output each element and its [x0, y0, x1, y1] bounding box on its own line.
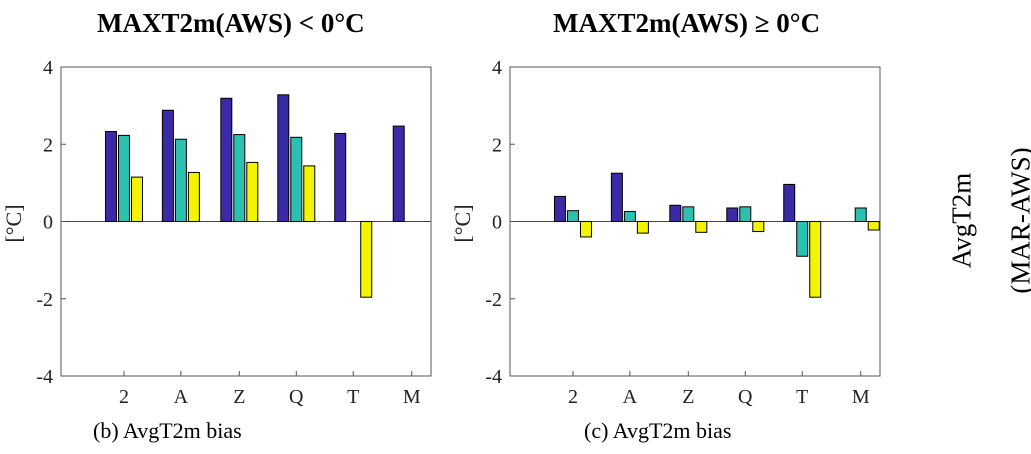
bar [277, 94, 290, 222]
y-axis-label: [°C] [1, 204, 26, 242]
bar [334, 132, 347, 222]
x-tick-label: T [796, 386, 808, 408]
y-tick-label: 0 [43, 212, 53, 234]
bar [726, 207, 739, 222]
bar [566, 210, 579, 222]
y-tick-label: -4 [36, 366, 53, 388]
bar [130, 176, 143, 223]
x-tick-label: A [174, 386, 189, 408]
y-tick-label: 4 [492, 57, 502, 79]
bar [579, 221, 592, 238]
bar [854, 207, 867, 222]
side-label-difference: (MAR-AWS) [1005, 147, 1031, 294]
bar [610, 172, 623, 222]
side-label-quantity: AvgT2m [946, 172, 977, 269]
bar [233, 134, 246, 222]
x-tick-label: Q [289, 386, 304, 408]
bar [303, 165, 316, 223]
bar [682, 206, 695, 222]
bar [246, 161, 259, 222]
bar [783, 183, 796, 222]
bar [553, 195, 566, 223]
x-tick-label: Q [738, 386, 753, 408]
bar [796, 221, 809, 257]
chart-title-left: MAXT2m(AWS) < 0°C [97, 8, 365, 38]
x-tick-label: 2 [119, 386, 129, 408]
bar [290, 136, 303, 222]
bar [636, 221, 649, 234]
x-tick-label: Z [233, 386, 245, 408]
y-axis-label: [°C] [450, 204, 475, 242]
bar [174, 138, 187, 222]
y-tick-label: 4 [43, 57, 53, 79]
caption-right: (c) AvgT2m bias [584, 418, 732, 443]
x-tick-label: M [403, 386, 421, 408]
bar [752, 221, 765, 233]
bar [809, 221, 822, 298]
y-tick-label: 2 [492, 134, 502, 156]
bar [117, 134, 130, 223]
bar [739, 206, 752, 222]
x-tick-label: A [623, 386, 638, 408]
bar [867, 221, 880, 231]
chart-title-right: MAXT2m(AWS) ≥ 0°C [553, 8, 821, 38]
bar [187, 171, 200, 222]
bar [104, 131, 117, 222]
bar [695, 221, 708, 233]
x-tick-label: Z [682, 386, 694, 408]
bar [623, 210, 636, 223]
y-tick-label: -4 [485, 366, 502, 388]
y-tick-label: 0 [492, 212, 502, 234]
bar [161, 109, 174, 222]
x-tick-label: T [347, 386, 359, 408]
y-tick-label: 2 [43, 134, 53, 156]
bar [392, 125, 405, 222]
caption-left: (b) AvgT2m bias [93, 418, 242, 443]
bar [220, 97, 233, 222]
y-tick-label: -2 [485, 289, 502, 311]
x-tick-label: M [852, 386, 870, 408]
bar [669, 204, 682, 222]
x-tick-label: 2 [568, 386, 578, 408]
bar [360, 221, 373, 298]
y-tick-label: -2 [36, 289, 53, 311]
